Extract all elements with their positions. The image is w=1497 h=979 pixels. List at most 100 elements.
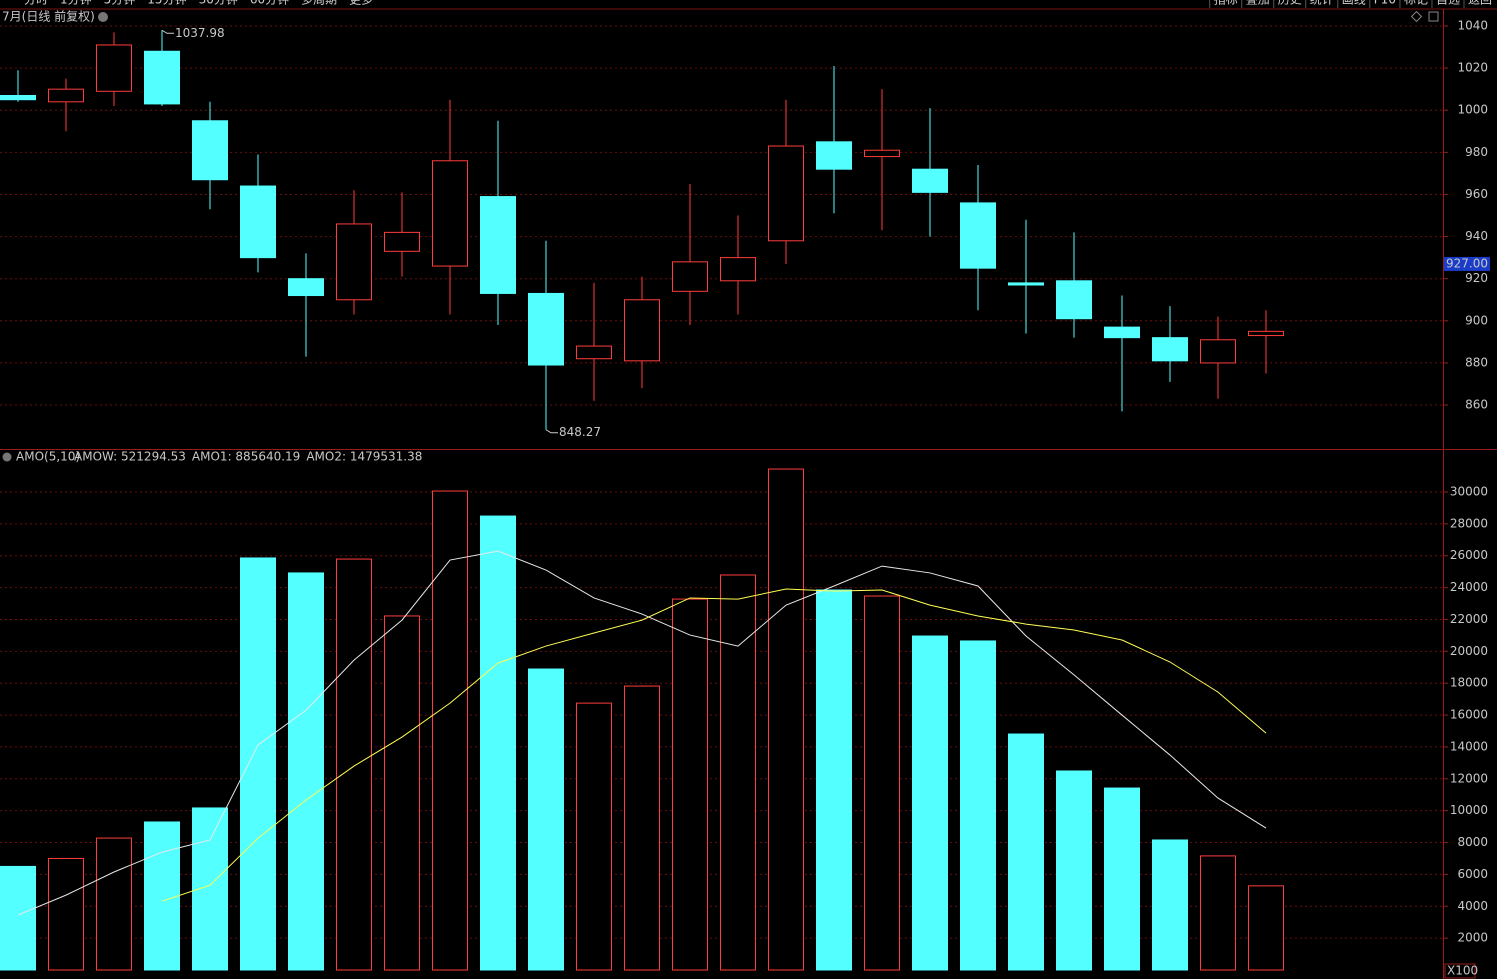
legend-entry: AMOW: 521294.53 xyxy=(74,450,186,464)
y-tick-label: 12000 xyxy=(1450,771,1488,785)
candle-body xyxy=(288,278,324,297)
y-tick-label: 20000 xyxy=(1450,644,1488,658)
y-tick-label: 1040 xyxy=(1457,19,1488,33)
toolbar-tab[interactable]: 分时 xyxy=(24,0,48,7)
y-tick-label: 8000 xyxy=(1457,835,1488,849)
indicator-title: AMO(5,10) xyxy=(16,450,80,464)
amount-bar xyxy=(528,668,564,971)
toolbar-tab[interactable]: 5分钟 xyxy=(104,0,136,7)
icon[interactable] xyxy=(1428,11,1439,22)
unit-label: X100 xyxy=(1447,964,1478,978)
toolbar-button[interactable]: 自选 xyxy=(1436,0,1460,7)
y-tick-label: 940 xyxy=(1465,229,1488,243)
y-tick-label: 1020 xyxy=(1457,61,1488,75)
amount-bar xyxy=(1008,733,1044,971)
y-tick-label: 22000 xyxy=(1450,612,1488,626)
candle-body xyxy=(960,202,996,269)
amount-bar xyxy=(384,615,420,971)
y-tick-label: 24000 xyxy=(1450,580,1488,594)
y-tick-label: 900 xyxy=(1465,313,1488,327)
y-tick-label: 16000 xyxy=(1450,708,1488,722)
toolbar-tab[interactable]: 更多 xyxy=(349,0,373,7)
amount-bar xyxy=(1056,770,1092,971)
y-tick-label: 14000 xyxy=(1450,739,1488,753)
amount-bar xyxy=(144,821,180,971)
candle-body xyxy=(528,292,564,366)
candle-body xyxy=(768,145,804,242)
y-tick-label: 6000 xyxy=(1457,867,1488,881)
amount-bar xyxy=(1152,839,1188,971)
toolbar-button[interactable]: 画线 xyxy=(1342,0,1366,7)
y-tick-label: 30000 xyxy=(1450,484,1488,498)
candle-body xyxy=(1008,282,1044,286)
amount-bar xyxy=(48,857,84,971)
candle-body xyxy=(1152,337,1188,362)
toolbar-button[interactable]: 标记 xyxy=(1404,0,1428,7)
candle-body xyxy=(1248,330,1284,337)
toolbar-button[interactable]: 返回 xyxy=(1468,0,1492,7)
toolbar-tab[interactable]: 60分钟 xyxy=(250,0,289,7)
ma-line xyxy=(17,550,1267,916)
toolbar-button[interactable]: F10 xyxy=(1374,0,1396,7)
candle-body xyxy=(912,168,948,193)
amount-bar xyxy=(864,595,900,971)
y-tick-label: 2000 xyxy=(1457,931,1488,945)
candle-body xyxy=(240,185,276,259)
amount-bar xyxy=(1200,855,1236,971)
legend-entry: AMO2: 1479531.38 xyxy=(306,450,422,464)
toolbar-tab[interactable]: 15分钟 xyxy=(147,0,186,7)
candle-body xyxy=(0,94,36,101)
toolbar-tab[interactable]: 30分钟 xyxy=(199,0,238,7)
amount-bar xyxy=(672,598,708,971)
y-tick-label: 4000 xyxy=(1457,899,1488,913)
candle-body xyxy=(624,299,660,362)
amount-bar xyxy=(480,515,516,971)
toolbar-button[interactable]: 叠加 xyxy=(1246,0,1270,7)
y-tick-label: 1000 xyxy=(1457,103,1488,117)
candle-body xyxy=(336,223,372,301)
amount-bar xyxy=(96,837,132,971)
candle-body xyxy=(48,88,84,103)
amount-bar xyxy=(1104,787,1140,971)
candle-body xyxy=(1104,326,1140,339)
candle-body xyxy=(1200,339,1236,364)
candle-body xyxy=(144,50,180,105)
candle-body xyxy=(816,141,852,170)
candle-body xyxy=(1056,280,1092,320)
amount-bar xyxy=(432,490,468,971)
amount-bar xyxy=(0,865,36,971)
toolbar-button[interactable]: 指标 xyxy=(1214,0,1238,7)
candle-body xyxy=(96,44,132,92)
toolbar-button[interactable]: 历史 xyxy=(1278,0,1302,7)
dropdown-icon[interactable] xyxy=(2,452,12,462)
candle-body xyxy=(384,231,420,252)
amount-bar xyxy=(288,572,324,971)
y-tick-label: 28000 xyxy=(1450,516,1488,530)
amount-bar xyxy=(576,702,612,971)
annotation: 848.27 xyxy=(559,425,601,439)
toolbar-button[interactable]: 统计 xyxy=(1310,0,1334,7)
amount-bar xyxy=(912,635,948,971)
y-tick-label: 920 xyxy=(1465,271,1488,285)
y-tick-label: 980 xyxy=(1465,145,1488,159)
dropdown-icon[interactable] xyxy=(98,12,108,22)
candle-body xyxy=(576,345,612,360)
y-tick-label: 860 xyxy=(1465,398,1488,412)
chart-title: 7月(日线 前复权) xyxy=(2,9,95,24)
candle-body xyxy=(864,149,900,158)
legend-entry: AMO1: 885640.19 xyxy=(192,450,300,464)
y-tick-label: 18000 xyxy=(1450,676,1488,690)
y-tick-label: 10000 xyxy=(1450,803,1488,817)
icon[interactable] xyxy=(1410,10,1423,23)
amount-bar xyxy=(720,574,756,971)
candle-body xyxy=(192,120,228,181)
toolbar-tab[interactable]: 多周期 xyxy=(301,0,337,7)
amount-bar xyxy=(624,685,660,971)
candle-body xyxy=(432,160,468,267)
toolbar-tab[interactable]: 1分钟 xyxy=(60,0,92,7)
annotation-leader xyxy=(545,429,558,434)
ma-line xyxy=(161,588,1267,902)
annotation: 1037.98 xyxy=(175,26,225,40)
